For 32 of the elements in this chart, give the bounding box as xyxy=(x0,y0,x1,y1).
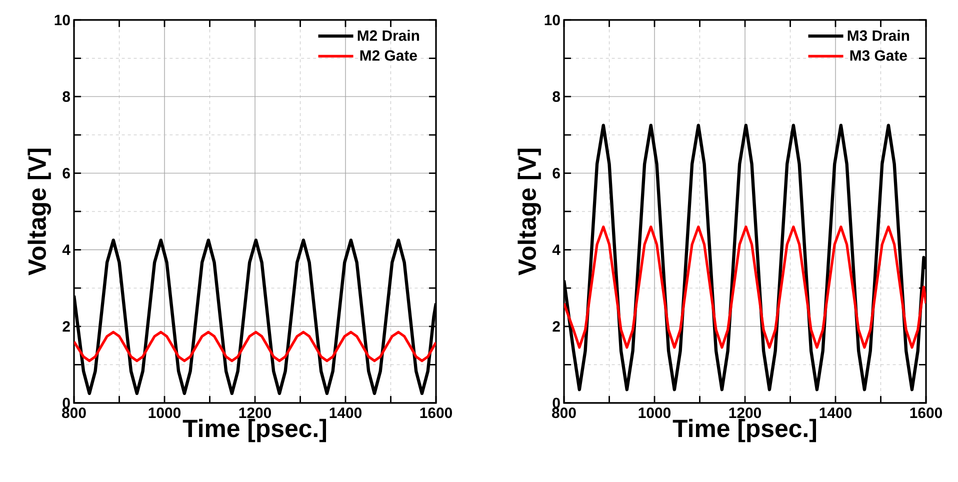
y-tick-label: 8 xyxy=(62,91,70,102)
x-tick-label: 1000 xyxy=(148,408,180,418)
line-series xyxy=(74,330,436,362)
y-tick-label: 10 xyxy=(544,14,560,26)
y-axis-title: Voltage [V] xyxy=(518,148,542,276)
y-tick-label: 0 xyxy=(62,398,70,408)
x-tick-label: 1400 xyxy=(330,408,362,418)
x-tick-label: 800 xyxy=(62,408,86,418)
x-axis-title: Time [psec.] xyxy=(182,418,326,442)
legend-label: M3 Gate xyxy=(850,50,907,61)
x-tick-label: 1600 xyxy=(420,408,452,418)
y-tick-label: 0 xyxy=(552,398,560,408)
y-tick-label: 2 xyxy=(62,321,70,332)
y-tick-label: 2 xyxy=(552,321,560,332)
x-tick-label: 1200 xyxy=(239,408,271,418)
x-tick-label: 1000 xyxy=(638,408,670,418)
x-axis-title: Time [psec.] xyxy=(672,418,816,442)
x-tick-label: 800 xyxy=(552,408,576,418)
line-series xyxy=(564,226,926,349)
legend-label: M3 Drain xyxy=(848,30,910,41)
legend-label: M2 Drain xyxy=(358,30,420,41)
y-tick-label: 6 xyxy=(62,168,70,178)
y-tick-label: 4 xyxy=(552,244,560,255)
y-axis-title: Voltage [V] xyxy=(28,148,52,276)
y-tick-label: 8 xyxy=(552,91,560,102)
legend-label: M2 Gate xyxy=(360,50,417,61)
y-tick-label: 4 xyxy=(62,244,70,255)
y-tick-label: 10 xyxy=(54,14,70,26)
x-tick-label: 1600 xyxy=(910,408,942,418)
y-tick-label: 6 xyxy=(552,168,560,178)
x-tick-label: 1400 xyxy=(820,408,852,418)
x-tick-label: 1200 xyxy=(729,408,761,418)
